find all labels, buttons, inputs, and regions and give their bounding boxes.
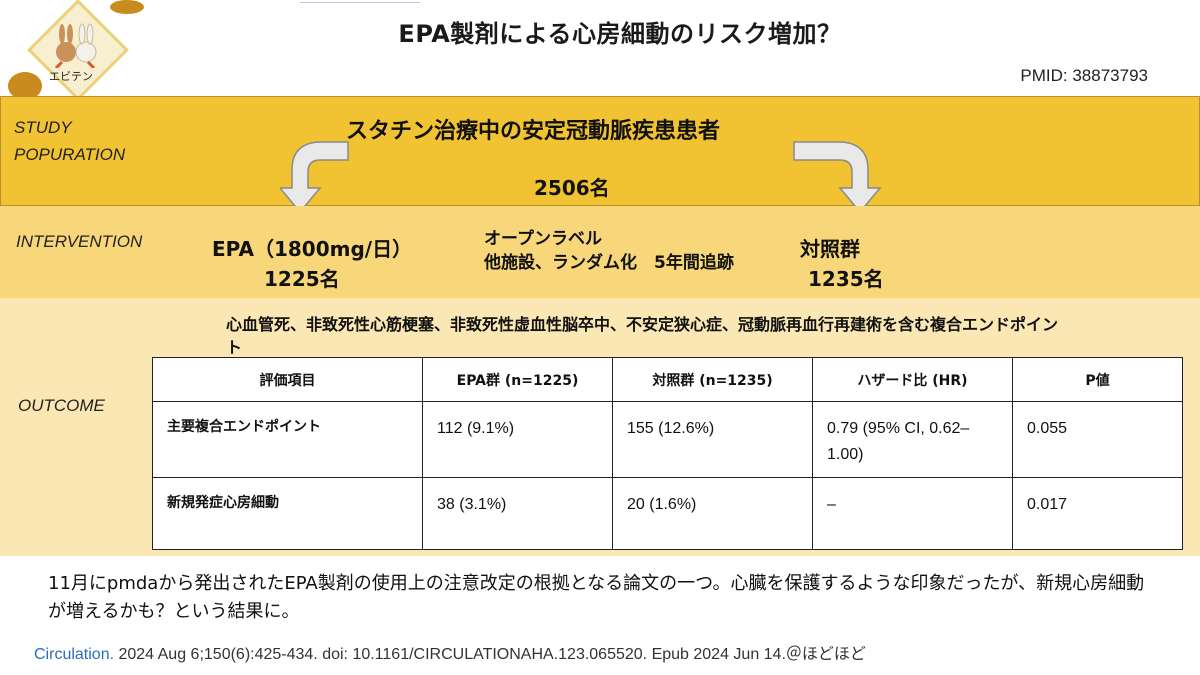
rabbit-icon xyxy=(54,23,97,68)
outcome-label: OUTCOME xyxy=(18,396,105,415)
pmid-label: PMID: 38873793 xyxy=(1020,66,1148,85)
table-cell: 112 (9.1%) xyxy=(422,401,613,478)
fried-shrimp-decoration xyxy=(8,72,42,100)
table-cell: 0.017 xyxy=(1012,477,1183,550)
table-cell: 20 (1.6%) xyxy=(612,477,813,550)
commentary-text: 11月にpmdaから発出されたEPA製剤の使用上の注意改定の根拠となる論文の一つ… xyxy=(48,573,1145,622)
table-header-cell: 評価項目 xyxy=(152,357,423,402)
citation-details: 2024 Aug 6;150(6):425-434. doi: 10.1161/… xyxy=(114,646,866,663)
study-design-line: オープンラベル xyxy=(484,229,602,249)
table-cell: 38 (3.1%) xyxy=(422,477,613,550)
table-header-row: 評価項目 EPA群 (n=1225) 対照群 (n=1235) ハザード比 (H… xyxy=(152,357,1183,402)
population-total: 2506名 xyxy=(534,176,610,200)
epa-group-count: 1225名 xyxy=(264,267,340,291)
logo: エビテン xyxy=(4,0,154,104)
logo-text: エビテン xyxy=(49,70,93,83)
table-row: 新規発症心房細動 38 (3.1%) 20 (1.6%) – 0.017 xyxy=(152,477,1183,550)
divider xyxy=(300,2,420,3)
table-cell: 主要複合エンドポイント xyxy=(152,401,423,478)
citation-journal: Circulation. xyxy=(34,646,115,663)
fried-shrimp-decoration xyxy=(110,0,144,14)
study-design-line: 他施設、ランダム化 5年間追跡 xyxy=(484,253,734,273)
table-header-cell: 対照群 (n=1235) xyxy=(612,357,813,402)
label-line: STUDY xyxy=(14,118,72,137)
table-cell: – xyxy=(812,477,1013,550)
table-cell: 0.79 (95% CI, 0.62–1.00) xyxy=(812,401,1013,478)
table-cell: 155 (12.6%) xyxy=(612,401,813,478)
intervention-label: INTERVENTION xyxy=(16,232,143,251)
table-header-cell: ハザード比 (HR) xyxy=(812,357,1013,402)
slide-title: EPA製剤による心房細動のリスク増加？ xyxy=(398,20,842,48)
study-population-band xyxy=(0,96,1200,206)
table-row: 主要複合エンドポイント 112 (9.1%) 155 (12.6%) 0.79 … xyxy=(152,401,1183,478)
study-population-label: STUDY POPURATION xyxy=(14,114,125,168)
table-header-cell: EPA群 (n=1225) xyxy=(422,357,613,402)
citation: Circulation. 2024 Aug 6;150(6):425-434. … xyxy=(34,640,866,664)
table-cell: 新規発症心房細動 xyxy=(152,477,423,550)
control-group-label: 対照群 xyxy=(800,237,860,261)
epa-group-label: EPA（1800mg/日） xyxy=(212,237,413,261)
arrow-left-icon xyxy=(280,141,349,214)
table-header-cell: P値 xyxy=(1012,357,1183,402)
intervention-band xyxy=(0,206,1200,298)
results-table: 評価項目 EPA群 (n=1225) 対照群 (n=1235) ハザード比 (H… xyxy=(152,357,1183,550)
population-description: スタチン治療中の安定冠動脈疾患患者 xyxy=(346,119,721,144)
arrow-right-icon xyxy=(793,141,882,214)
control-group-count: 1235名 xyxy=(808,267,884,291)
label-line: POPURATION xyxy=(14,145,126,164)
table-cell: 0.055 xyxy=(1012,401,1183,478)
outcome-definition: 心血管死、非致死性心筋梗塞、非致死性虚血性脳卒中、不安定狭心症、冠動脈再血行再建… xyxy=(226,315,1059,357)
